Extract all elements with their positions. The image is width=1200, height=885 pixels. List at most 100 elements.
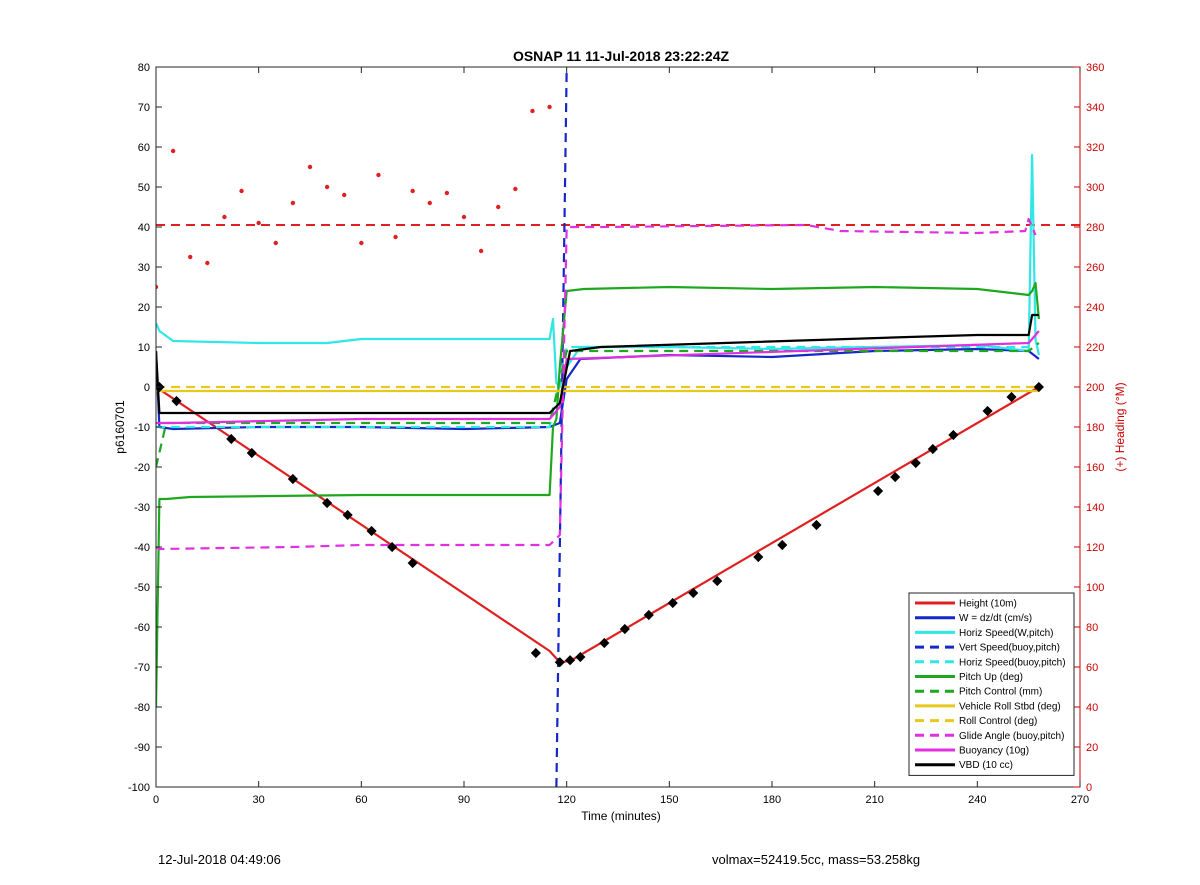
profile-marker: [643, 609, 654, 621]
profile-marker: [171, 395, 182, 407]
profile-marker: [387, 541, 398, 553]
x-tick-label: 270: [1071, 794, 1089, 806]
profile-marker: [873, 485, 884, 497]
series-glide-angle-buoy-pitch: [156, 217, 1037, 551]
heading-point: [461, 214, 467, 220]
profile-marker: [246, 447, 257, 459]
profile-marker: [287, 473, 298, 485]
y-tick-label-right: 360: [1086, 62, 1104, 74]
profile-marker: [910, 457, 921, 469]
legend-entry-vbd-10-cc: VBD (10 cc): [959, 760, 1013, 771]
heading-point: [513, 186, 518, 192]
profile-marker: [599, 637, 610, 649]
series-pitch-control-mm: [156, 342, 1040, 468]
series-w-dz-dt-cm-s: [156, 347, 1040, 431]
series-horiz-speed-buoy-pitch: [156, 345, 1029, 429]
y-tick-label-left: -80: [134, 702, 150, 714]
profile-marker: [322, 497, 333, 509]
heading-point: [307, 164, 313, 170]
y-tick-label-left: -100: [128, 782, 150, 794]
legend-entry-w-dz-dt-cm-s: W = dz/dt (cm/s): [959, 613, 1032, 624]
legend-entry-horiz-speed-w-pitch: Horiz Speed(W,pitch): [959, 628, 1053, 639]
profile-marker: [366, 525, 377, 537]
profile-marker: [342, 509, 353, 521]
heading-point: [393, 234, 398, 240]
heading-point: [478, 248, 484, 254]
x-tick-label: 210: [865, 794, 883, 806]
y-tick-label-left: -50: [134, 582, 150, 594]
legend-entry-glide-angle-buoy-pitch: Glide Angle (buoy,pitch): [959, 731, 1064, 742]
y-tick-label-right: 140: [1086, 502, 1104, 514]
legend-entry-buoyancy-10g: Buoyancy (10g): [959, 746, 1029, 757]
y-tick-label-right: 0: [1086, 782, 1092, 794]
y-tick-label-left: 50: [138, 182, 150, 194]
profile-marker: [948, 429, 959, 441]
plot-area: [156, 67, 1080, 787]
heading-point: [273, 240, 278, 246]
y-tick-label-left: 70: [138, 102, 150, 114]
y-tick-label-left: -60: [134, 622, 150, 634]
y-tick-label-left: 40: [138, 222, 150, 234]
heading-point: [427, 200, 432, 206]
heading-point: [547, 104, 552, 110]
heading-point: [444, 190, 450, 196]
profile-marker: [890, 471, 901, 483]
heading-point: [496, 204, 501, 210]
y-tick-label-left: -70: [134, 662, 150, 674]
y-tick-label-right: 280: [1086, 222, 1104, 234]
profile-marker: [667, 597, 678, 609]
plot-series: [156, 67, 1080, 787]
y-tick-label-left: -10: [134, 422, 150, 434]
profile-marker: [407, 557, 418, 569]
heading-point: [290, 200, 296, 206]
heading-point: [324, 184, 330, 190]
x-tick-label: 60: [355, 794, 367, 806]
x-tick-label: 150: [660, 794, 678, 806]
legend-entry-pitch-up-deg: Pitch Up (deg): [959, 672, 1023, 683]
legend-entry-vert-speed-buoy-pitch: Vert Speed(buoy,pitch): [959, 643, 1060, 654]
series-buoyancy-10g: [156, 330, 1040, 425]
x-axis-label: Time (minutes): [581, 809, 661, 823]
series-pitch-up-deg: [156, 281, 1040, 708]
profile-marker: [811, 519, 822, 531]
heading-point: [205, 260, 210, 266]
series-height-10m: [156, 386, 1040, 664]
profile-marker: [226, 433, 237, 445]
heading-point: [256, 220, 261, 226]
y-tick-label-right: 300: [1086, 182, 1104, 194]
y-tick-label-right: 40: [1086, 702, 1098, 714]
x-tick-label: 240: [968, 794, 986, 806]
profile-marker: [927, 443, 938, 455]
profile-marker: [619, 623, 630, 635]
profile-marker: [1006, 391, 1017, 403]
y-axis-label-right: (+) Heading (°M): [1113, 382, 1127, 471]
y-tick-label-right: 260: [1086, 262, 1104, 274]
y-tick-label-right: 20: [1086, 742, 1098, 754]
x-tick-label: 30: [253, 794, 265, 806]
y-tick-label-right: 320: [1086, 142, 1104, 154]
profile-marker: [982, 405, 993, 417]
profile-marker: [688, 587, 699, 599]
heading-point: [359, 240, 364, 246]
legend-box: [908, 592, 1075, 776]
legend-entry-pitch-control-mm: Pitch Control (mm): [959, 687, 1042, 698]
legend: Height (10m) W = dz/dt (cm/s) Horiz Speed(…: [908, 592, 1075, 776]
y-tick-label-left: 30: [138, 262, 150, 274]
y-tick-label-left: 20: [138, 302, 150, 314]
y-tick-label-left: 10: [138, 342, 150, 354]
y-tick-label-right: 340: [1086, 102, 1104, 114]
heading-point: [188, 254, 193, 260]
y-tick-label-right: 120: [1086, 542, 1104, 554]
y-tick-label-right: 60: [1086, 662, 1098, 674]
heading-point: [170, 148, 176, 154]
heading-point: [376, 172, 381, 178]
legend-entry-vehicle-roll-stbd-deg: Vehicle Roll Stbd (deg): [959, 701, 1061, 712]
y-tick-label-left: 60: [138, 142, 150, 154]
y-tick-label-right: 220: [1086, 342, 1104, 354]
chart-title: OSNAP 11 11-Jul-2018 23:22:24Z: [513, 48, 730, 64]
x-tick-label: 180: [763, 794, 781, 806]
y-tick-label-left: 80: [138, 62, 150, 74]
legend-entry-roll-control-deg: Roll Control (deg): [959, 716, 1037, 727]
profile-marker: [753, 551, 764, 563]
